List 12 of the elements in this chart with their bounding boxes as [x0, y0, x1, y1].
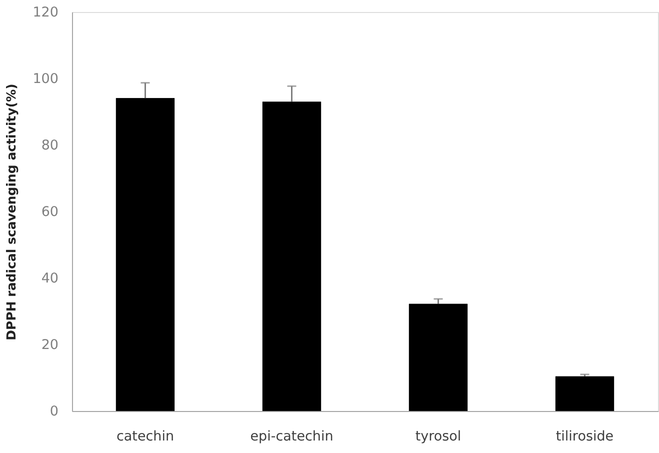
y-tick-label: 0: [50, 404, 58, 420]
y-axis-title: DPPH radical scavenging activity(%): [4, 84, 19, 340]
y-tick-label: 20: [41, 337, 58, 353]
x-tick-label: tiliroside: [556, 428, 614, 444]
y-tick-label: 120: [32, 4, 58, 20]
y-tick-label: 100: [32, 71, 58, 87]
y-tick-label: 40: [41, 270, 58, 286]
x-tick-label: catechin: [116, 428, 174, 444]
x-tick-label: epi-catechin: [250, 428, 334, 444]
x-tick-label: tyrosol: [415, 428, 462, 444]
y-tick-label: 80: [41, 138, 58, 154]
y-tick-label: 60: [41, 204, 58, 220]
